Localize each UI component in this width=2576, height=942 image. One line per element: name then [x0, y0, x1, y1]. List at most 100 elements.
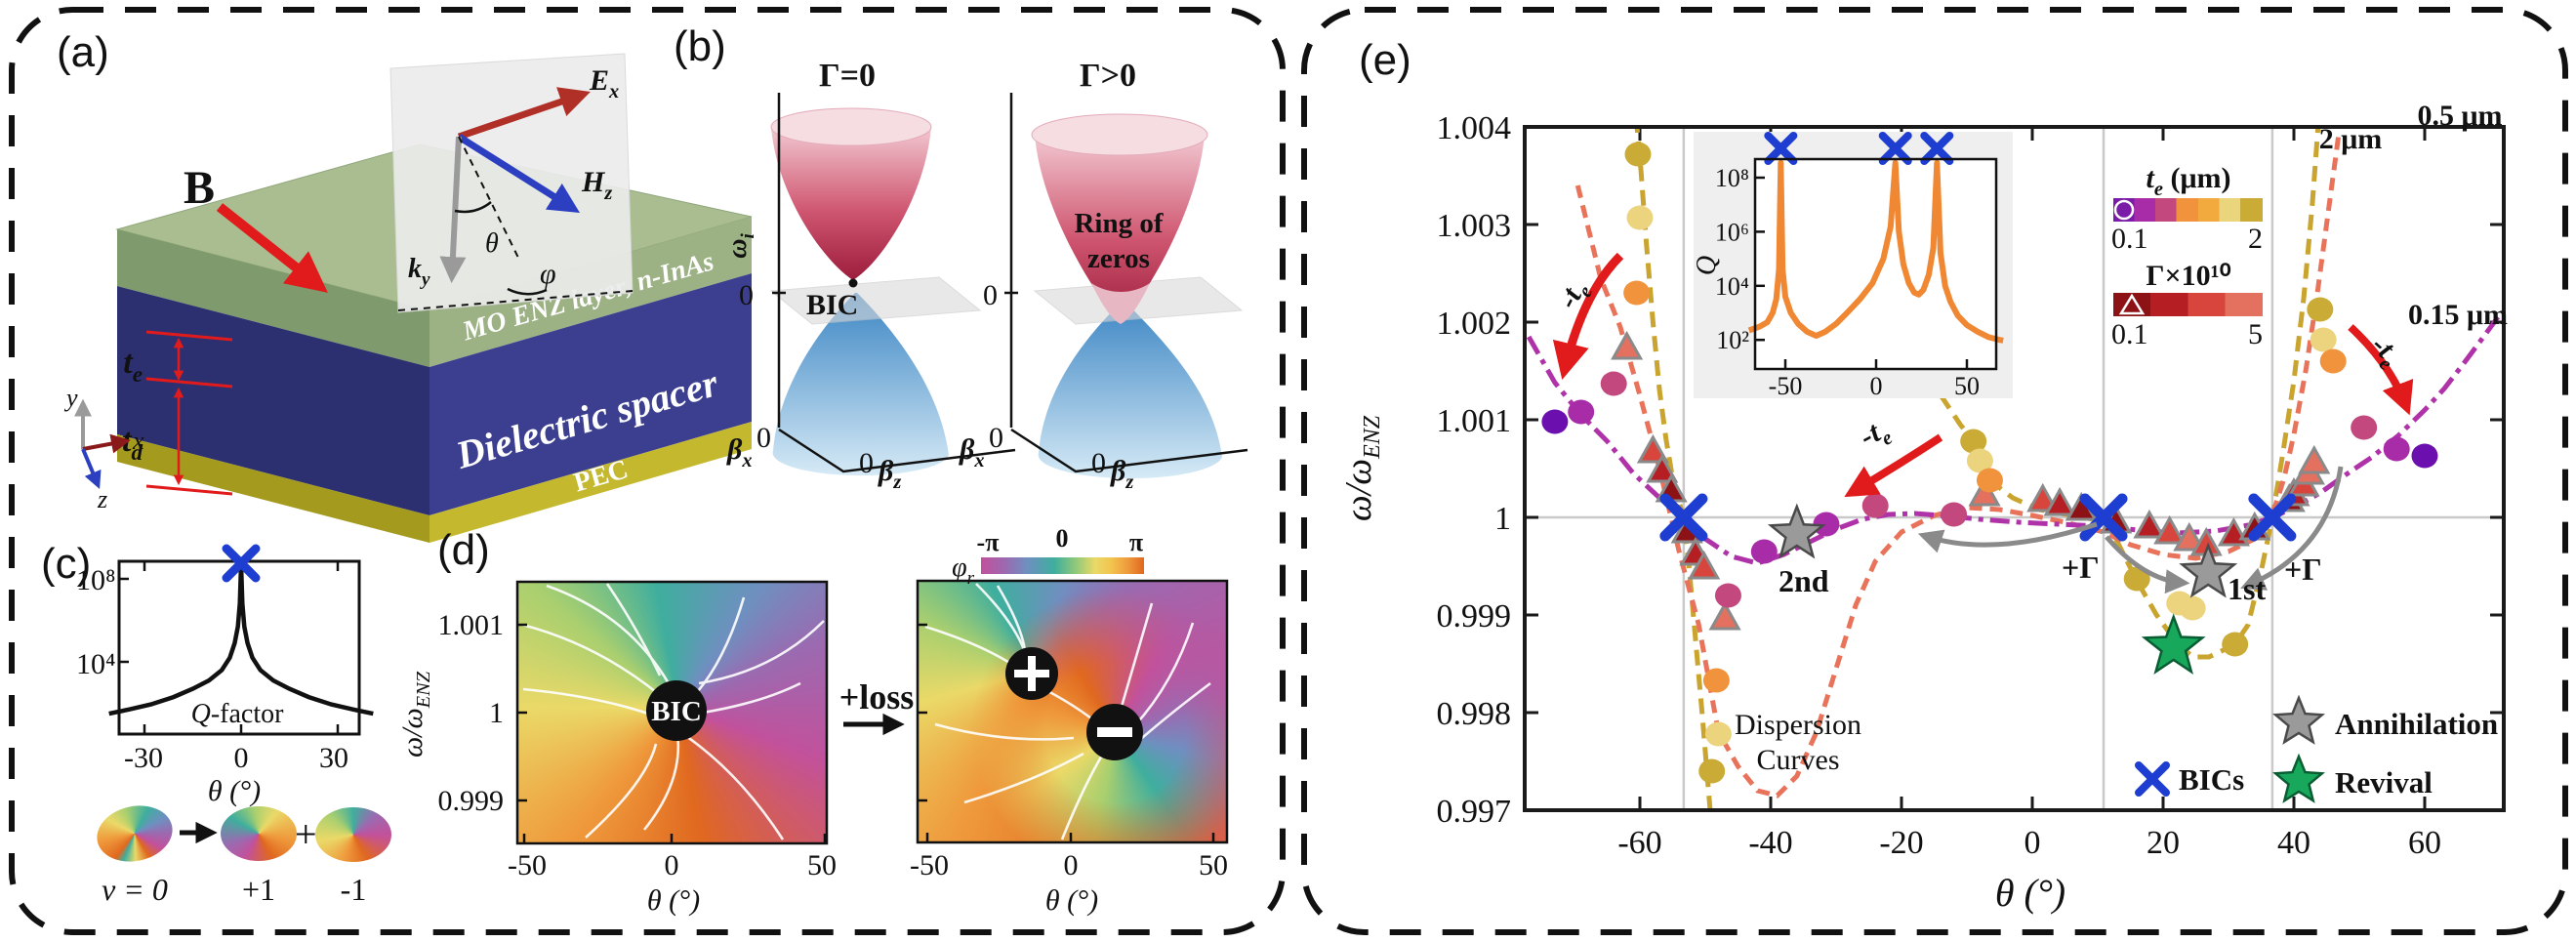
- te-legend-max: 2: [2248, 223, 2263, 255]
- inset-ylabel: Q: [1692, 256, 1722, 275]
- phase-colorbar: [981, 557, 1144, 574]
- e-data-layer: [1527, 129, 2502, 808]
- phase-colorbar-label: φr: [952, 553, 975, 589]
- inset-plot-bg: [1755, 159, 1996, 369]
- qfactor-curve-group: [108, 544, 374, 734]
- B-arrow: [216, 203, 328, 293]
- qfactor-curve: [108, 564, 374, 717]
- gamma-triangle-point: [2173, 521, 2206, 552]
- inset-bic-x: [1764, 132, 1798, 165]
- bic-dot-label: BIC: [651, 696, 702, 727]
- minus-te-arrows: [1552, 252, 2414, 498]
- e-ytick-label: 0.997: [1437, 794, 1512, 830]
- e-xtick-label: -60: [1617, 825, 1661, 861]
- e-ytick-label: 1.004: [1437, 110, 1512, 146]
- legend-revival-label: Revival: [2335, 765, 2433, 799]
- te-circle-point: [1941, 502, 1968, 527]
- beta-z-zero: 0: [859, 447, 874, 479]
- te-circle-point: [1541, 409, 1569, 434]
- annihilation-star: [1767, 503, 1826, 559]
- box-left-pec-layer: [117, 434, 429, 543]
- c-ytick-1e8: 10⁸: [76, 564, 115, 596]
- dashed-frame-right: [1301, 7, 2568, 935]
- vortex-wheel-plus1: [221, 806, 297, 861]
- te-circle-point: [1698, 758, 1726, 784]
- inset-ytick-label: 10⁶: [1715, 218, 1749, 246]
- c-bic-x: [222, 544, 261, 583]
- te-circle-point: [2310, 327, 2337, 352]
- gamma-triangle-point: [2043, 486, 2076, 516]
- te-circle-point: [1861, 493, 1889, 518]
- wheel-minus1-label: -1: [341, 872, 367, 907]
- minus-te-label-3: -te: [2361, 329, 2406, 375]
- panel-d: (d): [396, 524, 1229, 917]
- bic-x-marker: [2079, 493, 2128, 542]
- z-axis-arrow: [81, 448, 102, 489]
- gamma-triangle-glyph: [2118, 293, 2146, 315]
- te-circle-point: [1813, 512, 1840, 537]
- phi-label: φ: [540, 258, 556, 290]
- omega-zero-label: 0: [739, 279, 754, 311]
- beta-z-label: βz: [1110, 455, 1133, 493]
- te-circle-point: [1626, 205, 1654, 230]
- x-axis-arrow: [82, 433, 131, 454]
- gamma-triangle-point: [2133, 509, 2166, 539]
- Hz-label: Hz: [581, 166, 612, 204]
- e-ylabel: ω/ωENZ: [1338, 415, 1385, 521]
- gamma-triangle-point: [1708, 600, 1741, 631]
- plus-gamma-label-right: +Γ: [2284, 552, 2322, 587]
- e-ytick-label: 0.999: [1437, 598, 1512, 635]
- box-left-spacer-layer: [117, 286, 429, 515]
- B-label: B: [184, 162, 215, 214]
- panel-a-tag: (a): [57, 28, 109, 76]
- inset-ytick-label: 10⁴: [1715, 272, 1749, 301]
- streamlines-right: [924, 583, 1211, 840]
- d-xtick-r-0: 0: [1064, 849, 1079, 881]
- box-right-spacer-layer: [429, 273, 752, 515]
- dispersion-note-line2: Curves: [1757, 744, 1840, 776]
- e-ytick-label: 1.002: [1437, 306, 1512, 342]
- gamma-triangle-point: [2153, 514, 2187, 545]
- lower-cone: [1038, 301, 1222, 479]
- bic-label: BIC: [806, 289, 858, 321]
- te-circle-point: [2383, 436, 2410, 462]
- Ex-label: Ex: [589, 64, 619, 102]
- te-circle-point: [2319, 348, 2347, 374]
- qfactor-label: Q-factor: [191, 699, 285, 729]
- omega-i-label: ωi: [722, 233, 758, 259]
- d-xtick-r-m50: -50: [910, 849, 949, 881]
- d-ytick-1001: 1.001: [438, 609, 505, 641]
- beta-axes: [778, 428, 1016, 473]
- theta-reference-line: [458, 136, 520, 261]
- e-xtick-label: 0: [2024, 825, 2041, 861]
- gamma-triangle-point: [1968, 476, 2001, 507]
- te-legend-min: 0.1: [2111, 223, 2148, 255]
- d-xtick-l-0: 0: [665, 849, 679, 881]
- upper-cone: [771, 127, 931, 280]
- d-ylabel: ω/ωENZ: [396, 671, 434, 758]
- upper-cone-rim: [770, 107, 932, 146]
- legend-bics-label: BICs: [2179, 762, 2244, 797]
- beta-x-zero: 0: [989, 422, 1003, 454]
- panel-e: (e) -60 -40 -20 0 20 40 601.0041.0031.0021.001…: [1338, 36, 2508, 915]
- te-label: te: [123, 345, 143, 388]
- curve-label-05um: 0.5 μm: [2418, 100, 2503, 132]
- bic-x-marker: [1659, 493, 1708, 542]
- beta-x-label: βx: [726, 433, 753, 471]
- revival-star: [2141, 613, 2206, 676]
- minus-te-label-1: -te: [1551, 275, 1597, 316]
- gamma-triangle-point: [2026, 482, 2060, 512]
- e-ytick-label: 1: [1494, 501, 1511, 537]
- panel-e-tag: (e): [1359, 36, 1411, 84]
- zero-plane: [769, 276, 982, 325]
- d-xlabel-right: θ (°): [1045, 884, 1098, 917]
- ring-of-zeros-line1: Ring of: [1074, 208, 1163, 239]
- c-xtick-m30: -30: [124, 742, 163, 774]
- phi-reference-line: [397, 290, 634, 311]
- box-right-pec-layer: [429, 422, 752, 543]
- ky-arrow: [439, 136, 467, 284]
- te-circle-point: [1976, 468, 2003, 493]
- te-legend-title: te (μm): [2147, 162, 2231, 200]
- gamma-triangle-point: [1636, 433, 1669, 464]
- gamma-triangle-point: [1646, 453, 1679, 483]
